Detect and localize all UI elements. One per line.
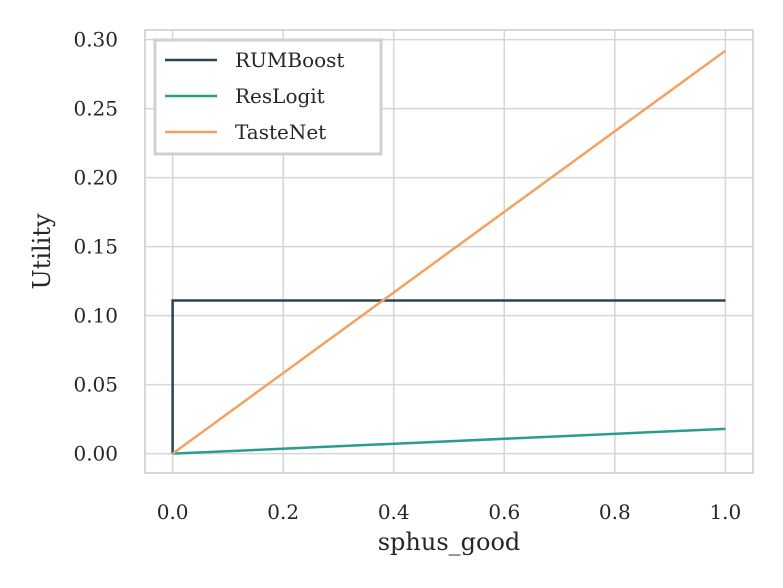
y-tick-label: 0.30 — [73, 28, 118, 52]
y-tick-label: 0.00 — [73, 442, 118, 466]
legend: RUMBoost ResLogit TasteNet — [153, 38, 383, 156]
plot-frame — [144, 29, 754, 474]
x-axis-label: sphus_good — [378, 528, 521, 556]
legend-label-tastenet: TasteNet — [235, 120, 326, 144]
x-tick-label: 0.0 — [157, 500, 189, 524]
x-tick-label: 0.4 — [378, 500, 410, 524]
x-tick-label: 0.6 — [488, 500, 520, 524]
legend-label-reslogit: ResLogit — [235, 84, 325, 108]
y-tick-label: 0.15 — [73, 235, 118, 259]
x-tick-labels: 0.0 0.2 0.4 0.6 0.8 1.0 — [157, 500, 742, 524]
x-tick-label: 0.2 — [267, 500, 299, 524]
y-axis-label: Utility — [28, 213, 56, 290]
series-line-rumboost — [171, 299, 726, 454]
x-tick-label: 1.0 — [709, 500, 741, 524]
series-group — [171, 49, 727, 455]
y-tick-label: 0.20 — [73, 166, 118, 190]
y-tick-label: 0.10 — [73, 304, 118, 328]
legend-label-rumboost: RUMBoost — [235, 48, 344, 72]
y-tick-labels: 0.00 0.05 0.10 0.15 0.20 0.25 0.30 — [73, 28, 118, 466]
y-tick-label: 0.25 — [73, 97, 118, 121]
series-line-reslogit — [172, 427, 726, 455]
x-tick-label: 0.8 — [599, 500, 631, 524]
series-line-tastenet — [171, 49, 727, 455]
y-tick-label: 0.05 — [73, 373, 118, 397]
